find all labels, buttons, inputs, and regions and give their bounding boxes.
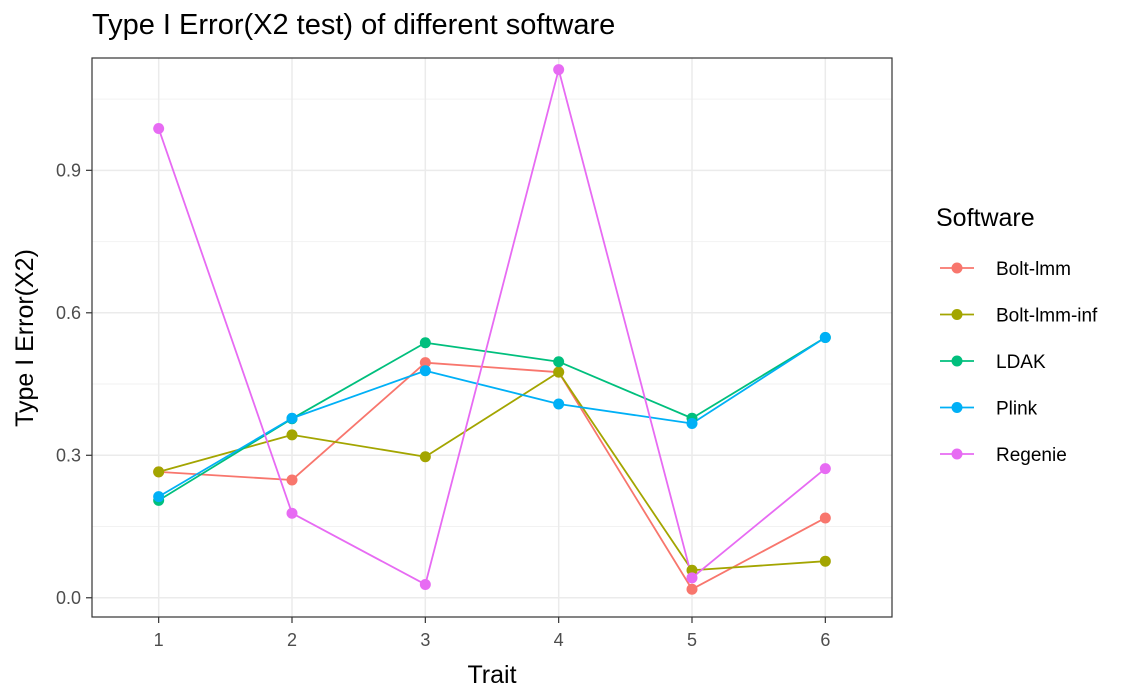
x-tick-label: 6: [820, 630, 830, 650]
data-point-bolt-lmm-inf: [819, 555, 831, 567]
data-point-plink: [419, 365, 431, 377]
x-axis-title: Trait: [467, 661, 516, 689]
legend-items: Bolt-lmm Bolt-lmm-inf LDAK Plink Regenie: [940, 259, 1098, 466]
legend-key-point: [951, 309, 963, 320]
chart-title: Type I Error(X2 test) of different softw…: [92, 9, 615, 41]
series-line-plink: [158, 336, 826, 498]
legend-item: LDAK: [940, 352, 1046, 373]
legend-label: Bolt-lmm-inf: [996, 306, 1098, 327]
data-point-regenie: [286, 507, 298, 519]
data-point-regenie: [153, 123, 165, 135]
data-point-regenie: [553, 64, 565, 76]
legend-label: Regenie: [996, 445, 1067, 466]
data-point-bolt-lmm-inf: [553, 366, 565, 378]
legend-item: Bolt-lmm-inf: [940, 306, 1098, 327]
legend-item: Plink: [940, 399, 1038, 420]
data-point-bolt-lmm: [819, 512, 831, 524]
legend-key-point: [951, 402, 963, 413]
data-point-plink: [153, 491, 165, 503]
y-tick-label: 0.0: [56, 588, 81, 608]
legend-key-point: [951, 355, 963, 367]
x-tick-label: 3: [420, 630, 430, 650]
legend: Software Bolt-lmm Bolt-lmm-inf LDAK Plink Re…: [936, 204, 1098, 466]
data-point-plink: [553, 398, 565, 410]
data-point-plink: [286, 412, 298, 424]
data-point-bolt-lmm-inf: [153, 466, 165, 478]
data-point-plink: [819, 332, 831, 343]
data-point-bolt-lmm: [286, 474, 298, 486]
legend-label: Plink: [996, 399, 1038, 420]
legend-key-point: [951, 262, 963, 274]
data-point-bolt-lmm-inf: [419, 451, 431, 463]
data-point-regenie: [686, 572, 698, 584]
data-point-bolt-lmm: [686, 583, 698, 595]
legend-label: Bolt-lmm: [996, 259, 1071, 280]
data-point-regenie: [419, 578, 431, 590]
data-point-bolt-lmm-inf: [286, 429, 298, 441]
y-tick-label: 0.9: [56, 160, 81, 180]
data-point-regenie: [819, 463, 831, 475]
grid-major: [92, 58, 892, 617]
series-line-regenie: [157, 68, 826, 586]
legend-label: LDAK: [996, 352, 1046, 373]
data-point-plink: [686, 417, 698, 429]
x-tick-label: 5: [687, 630, 697, 650]
x-tick-label: 1: [154, 630, 164, 650]
legend-item: Bolt-lmm: [940, 259, 1071, 280]
legend-item: Regenie: [940, 445, 1067, 466]
y-tick-label: 0.6: [56, 303, 81, 323]
y-axis-title: Type I Error(X2): [11, 249, 39, 427]
x-tick-label: 2: [287, 630, 297, 650]
grid-minor: [92, 98, 892, 528]
data-point-ldak: [419, 337, 431, 349]
series-line-bolt-lmm: [158, 361, 826, 591]
y-axis: 0.0 0.3 0.6 0.9: [56, 160, 92, 608]
x-tick-label: 4: [554, 630, 564, 650]
y-tick-label: 0.3: [56, 445, 81, 465]
legend-title: Software: [936, 204, 1035, 232]
legend-key-point: [951, 448, 963, 460]
data-point-bolt-lmm-inf: [686, 564, 698, 576]
series-layer: [153, 64, 831, 595]
data-point-ldak: [553, 356, 565, 368]
panel-border: [91, 57, 893, 618]
data-point-bolt-lmm: [419, 357, 431, 369]
x-axis: 1 2 3 4 5 6: [154, 617, 830, 650]
series-line-bolt-lmm-inf: [158, 371, 826, 572]
